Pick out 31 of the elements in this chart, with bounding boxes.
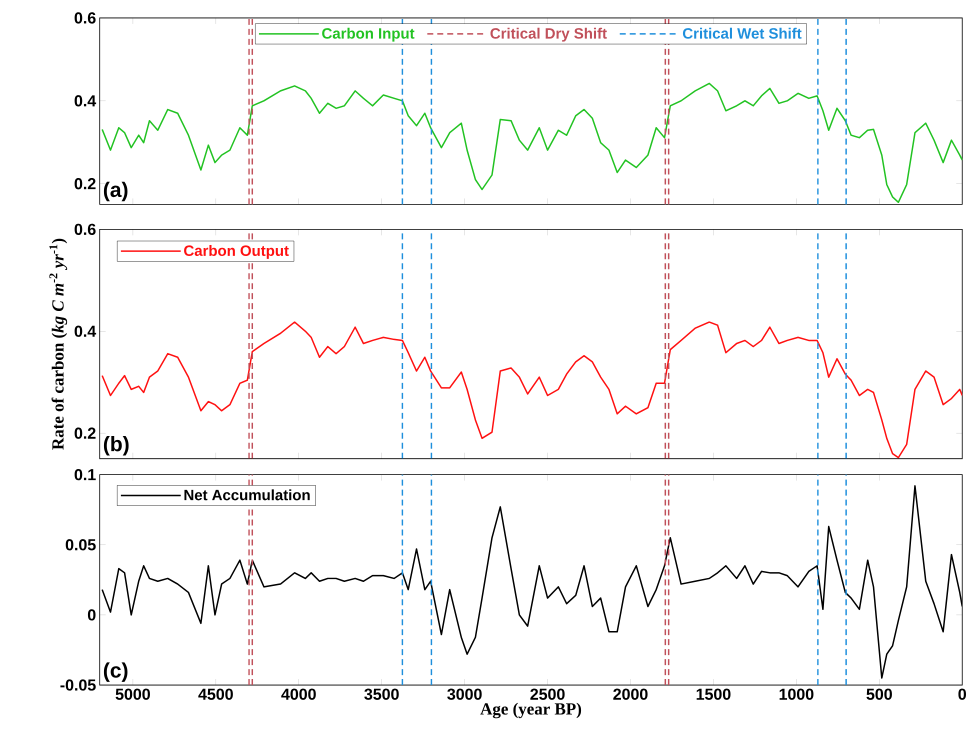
y-tick-label: 0: [88, 609, 96, 621]
annotation: (c): [104, 662, 128, 682]
y-tick-label: 0.6: [74, 12, 96, 24]
y-tick-label: -0.05: [60, 679, 96, 691]
y-tick-label: 0.2: [74, 178, 96, 190]
x-tick-label: 1500: [696, 688, 731, 700]
x-tick-label: 3500: [364, 688, 399, 700]
y-tick-label: 0.1: [74, 469, 96, 480]
x-tick-label: 2000: [613, 688, 648, 700]
x-tick-label: 0: [958, 688, 966, 700]
ref-line-label: Critical Wet Shift: [682, 28, 802, 39]
x-tick-label: 3000: [447, 688, 482, 700]
y-tick-label: 0.4: [74, 326, 96, 337]
y-tick-label: 0.05: [66, 539, 96, 550]
ref-line-label: Critical Dry Shift: [490, 28, 607, 42]
y-tick-label: 0.4: [74, 95, 96, 107]
y-axis-title: Rate of carbon (kg C m$^{-2}$ yr$^{-1}$): [49, 238, 68, 450]
legend-label: Carbon Input: [322, 28, 414, 42]
x-tick-label: 4500: [198, 688, 233, 700]
legend-label: Net Accumulation: [184, 489, 310, 500]
legend-label: Carbon Output: [184, 245, 289, 259]
x-tick-label: 500: [866, 688, 892, 700]
x-tick-label: 5000: [116, 688, 150, 700]
x-tick-label: 4000: [281, 688, 316, 700]
y-tick-label: 0.2: [74, 428, 96, 439]
annotation: (b): [104, 436, 129, 456]
y-tick-label: 0.6: [74, 224, 96, 236]
annotation: (a): [104, 182, 128, 202]
x-tick-label: 1000: [780, 688, 814, 700]
x-tick-label: 2500: [530, 688, 565, 700]
x-axis-title: Age (year BP): [480, 702, 582, 718]
